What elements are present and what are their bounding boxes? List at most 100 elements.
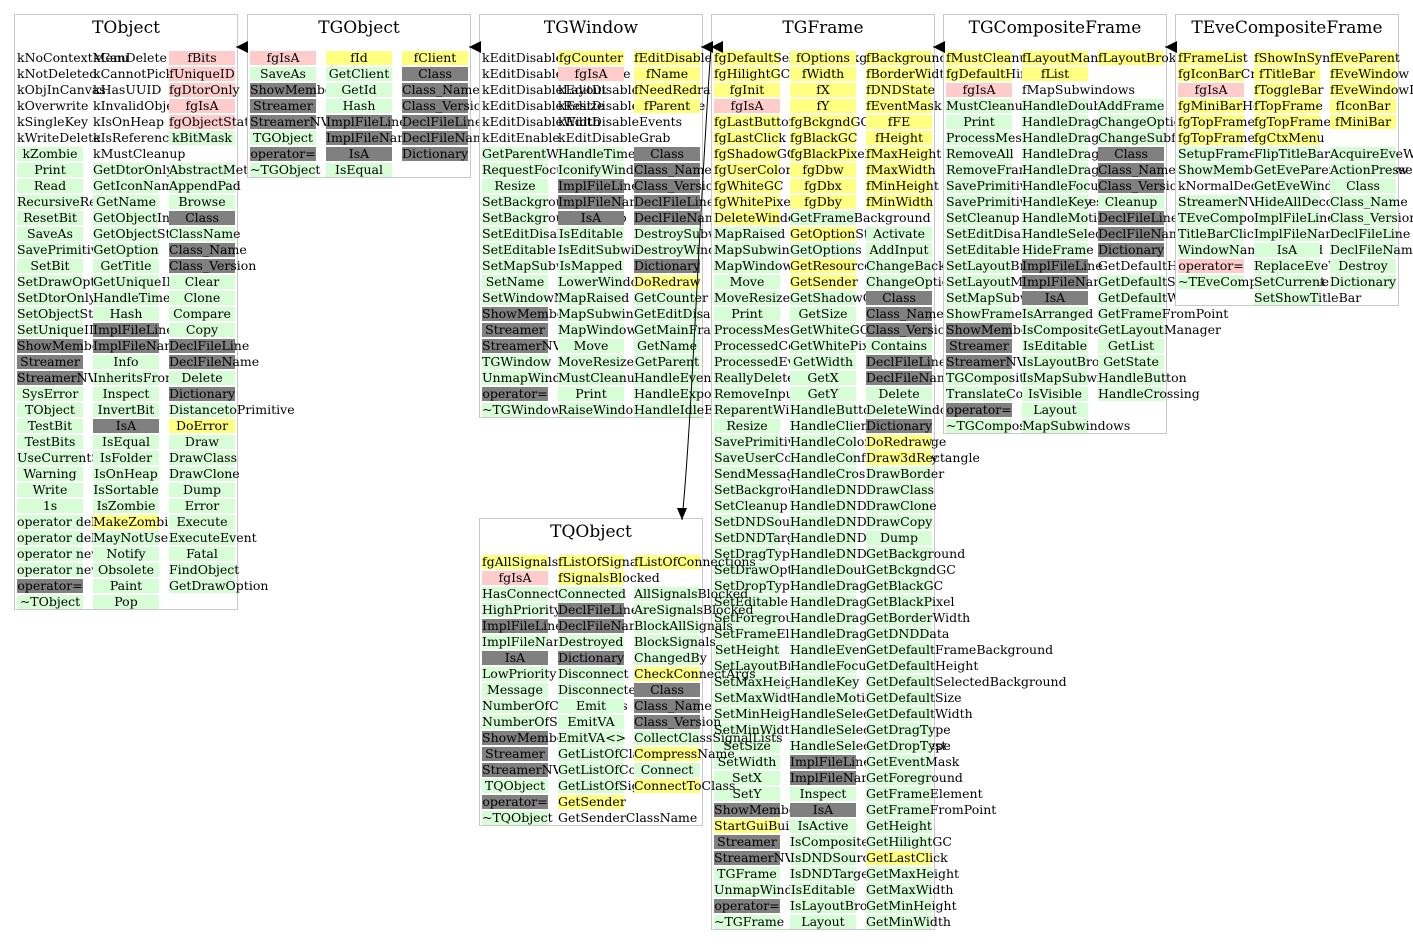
class-member: ~TGObject — [250, 162, 321, 177]
class-member: RemoveInput — [714, 386, 799, 401]
class-member: SetDropType — [714, 578, 798, 593]
class-member: ~TGFrame — [714, 914, 785, 929]
class-member: fgIsA — [482, 571, 548, 585]
class-member: Paint — [93, 579, 159, 593]
class-member: Error — [169, 499, 235, 513]
class-member: AddFrame — [1098, 98, 1165, 113]
class-member: GetUniqueID — [93, 274, 177, 289]
class-member: IsComposite — [790, 834, 869, 849]
class-member: MakeZombie — [93, 514, 176, 529]
class-member: GetWidth — [790, 355, 856, 369]
class-member: fBits — [169, 51, 235, 65]
class-member: IsA — [558, 211, 624, 225]
class-member: Streamer — [250, 99, 316, 113]
class-member: operator= — [250, 146, 316, 161]
class-member: SetX — [714, 771, 780, 785]
class-member: IsA — [790, 803, 856, 817]
class-member: Browse — [169, 195, 235, 209]
class-member: fFE — [866, 115, 932, 129]
class-member: DrawClass — [866, 482, 934, 497]
class-member: ShowFrame — [946, 306, 1023, 321]
class-title: TEveCompositeFrame — [1191, 18, 1383, 38]
class-member: fMaxWidth — [866, 162, 936, 177]
class-member: GetMaxWidth — [866, 882, 954, 897]
class-member: HandleEvent — [790, 642, 873, 657]
class-member: kCanDelete — [93, 50, 167, 65]
class-member: Class_Version — [1330, 210, 1413, 225]
class-member: DrawClass — [169, 450, 237, 465]
class-member: operator= — [482, 794, 548, 809]
class-member: Class — [634, 147, 700, 161]
class-member: HandleKey — [790, 674, 860, 689]
class-member: ActionPressed — [1330, 162, 1413, 177]
class-member: fgBlackGC — [790, 130, 858, 145]
class-member: kSingleKey — [17, 114, 89, 129]
class-member: ImplFileLine — [326, 114, 407, 129]
class-member: HandleKey — [1022, 194, 1092, 209]
inheritance-link-tqobject — [681, 46, 712, 521]
class-member: fgObjectStat — [169, 114, 250, 129]
class-member: ResetBit — [17, 211, 83, 225]
class-member: Destroyed — [558, 634, 624, 649]
class-member: GetList — [1098, 339, 1164, 353]
class-member: SendMessage — [714, 466, 802, 481]
class-member: fNeedRedraw — [634, 82, 722, 97]
class-member: RaiseWindow — [558, 402, 644, 417]
class-member: operator= — [482, 386, 548, 401]
class-member: fTitleBar — [1254, 67, 1320, 81]
class-member: GetOptions — [790, 242, 862, 257]
class-member: kWriteDelete — [17, 130, 101, 145]
class-member: Dump — [169, 483, 235, 497]
class-member: InvertBit — [93, 403, 159, 417]
class-member: Class_Name — [866, 306, 944, 321]
class-member: TGWindow — [482, 354, 552, 369]
class-title: TGObject — [318, 18, 400, 38]
class-member: SetBit — [17, 259, 83, 273]
class-member: SetCleanup — [946, 210, 1020, 225]
class-member: GetDtorOnly — [93, 162, 174, 177]
class-box-tobject: TObject kNoContextMenu kNotDeleted kObjInCa… — [14, 14, 295, 610]
class-member: MapWindow — [714, 258, 794, 273]
class-member: Emit — [558, 699, 624, 713]
class-member: Resize — [482, 179, 548, 193]
class-member: Compare — [169, 307, 235, 321]
class-member: fToggleBar — [1254, 82, 1324, 97]
class-member: Streamer — [17, 355, 83, 369]
class-member: Inspect — [790, 787, 856, 801]
class-member: TQObject — [482, 779, 548, 793]
class-member: operator= — [946, 402, 1012, 417]
class-member: Cleanup — [1098, 195, 1164, 209]
class-member: ImplFileLine — [93, 322, 174, 337]
class-member: MustCleanup — [558, 370, 643, 385]
class-member: TObject — [17, 403, 83, 417]
class-member: fBackground — [866, 50, 948, 65]
class-member: kIsOnHeap — [93, 114, 164, 129]
class-member: Class_Name — [1098, 162, 1176, 177]
class-member: Class_Version — [634, 714, 722, 729]
class-member: fEveParent — [1330, 50, 1400, 65]
class-member: LowPriority — [482, 666, 557, 681]
class-member: Class — [1330, 179, 1396, 193]
class-member: TGFrame — [714, 867, 780, 881]
class-member: IsEditable — [1022, 338, 1088, 353]
class-member: Dictionary — [169, 386, 236, 401]
class-member: fEditDisabled — [634, 50, 721, 65]
class-member: DoRedraw — [866, 434, 933, 449]
inheritance-arrowhead — [677, 508, 687, 520]
class-member: SetSize — [714, 739, 780, 753]
class-member: fTopFrame — [1254, 98, 1323, 113]
class-member: Disconnected — [558, 682, 644, 697]
class-member: AppendPad — [169, 178, 241, 193]
class-member: Move — [714, 275, 780, 289]
class-member: fId — [326, 51, 392, 65]
class-member: GetWhiteGC — [790, 322, 870, 337]
class-member: GetParent — [634, 354, 700, 369]
class-member: IsEqual — [93, 435, 159, 449]
class-member: HighPriority — [482, 602, 561, 617]
class-member: kEditEnable — [482, 130, 560, 145]
class-box-tgcompositeframe: TGCompositeFrame fMustCleanup fgDefaultHin… — [943, 14, 1292, 434]
class-member: Destroy — [1330, 259, 1396, 273]
inheritance-arrowhead — [701, 41, 713, 53]
class-member: ImplFileLine — [790, 754, 871, 769]
